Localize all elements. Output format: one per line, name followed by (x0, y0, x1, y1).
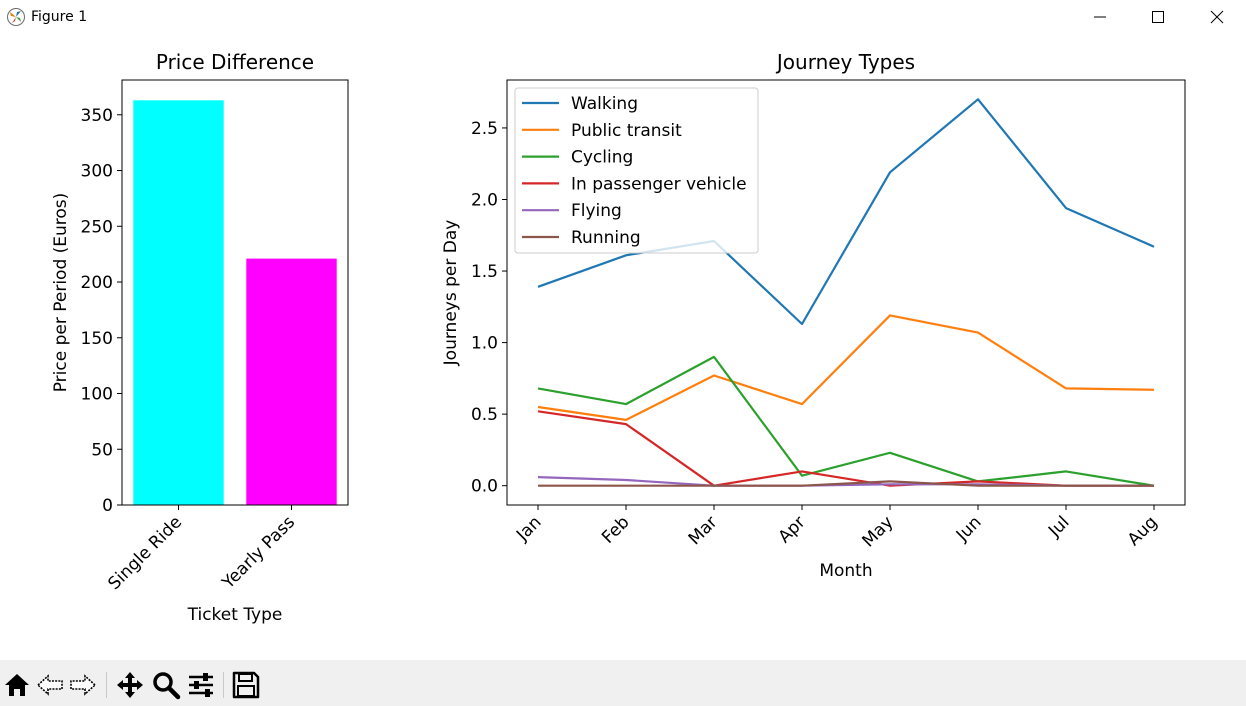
x-tick-label: Jul (1044, 512, 1073, 541)
back-button[interactable] (35, 670, 65, 700)
series-line (537, 410, 1154, 487)
y-tick-label: 0.5 (471, 405, 498, 425)
x-tick-label: Apr (775, 512, 810, 547)
forward-button[interactable] (68, 670, 98, 700)
y-tick-label: 1.5 (471, 262, 498, 282)
series-line (537, 355, 1155, 487)
window-title: Figure 1 (31, 9, 88, 25)
legend-frame (514, 87, 759, 254)
series-line (537, 314, 1155, 421)
x-tick-label: Single Ride (104, 512, 186, 594)
y-tick-label: 50 (91, 440, 113, 460)
legend-label: In passenger vehicle (571, 174, 747, 194)
configure-subplots-icon (189, 673, 213, 697)
x-tick-label: Feb (598, 512, 633, 547)
legend-label: Flying (571, 201, 622, 221)
x-tick-label: Jan (512, 512, 545, 545)
axes-frame (121, 79, 349, 506)
y-tick-label: 100 (81, 385, 113, 405)
bar (133, 100, 224, 505)
legend-label: Walking (571, 94, 638, 114)
y-tick-label: 2.0 (471, 190, 498, 210)
maximize-button[interactable] (1129, 0, 1187, 34)
forward-icon (70, 674, 97, 696)
x-tick-label: Aug (1124, 512, 1162, 550)
y-tick-label: 350 (81, 106, 113, 126)
y-axis-label: Price per Period (Euros) (51, 193, 71, 393)
x-tick-label: May (859, 512, 898, 551)
zoom-icon (153, 672, 181, 700)
bar (246, 258, 337, 505)
x-tick-label: Jun (952, 512, 986, 546)
home-button[interactable] (2, 670, 32, 700)
x-tick-label: Mar (685, 512, 722, 549)
window-titlebar: Figure 1 (0, 0, 1246, 36)
x-axis-label: Month (819, 561, 872, 581)
configure-subplots-button[interactable] (186, 670, 216, 700)
close-icon (1210, 10, 1224, 24)
chart-title: Price Difference (156, 50, 314, 74)
home-icon (5, 674, 29, 696)
y-tick-label: 0.0 (471, 477, 498, 497)
y-tick-label: 2.5 (471, 119, 498, 139)
matplotlib-logo-icon (7, 8, 25, 26)
save-button[interactable] (231, 670, 261, 700)
legend: Walking Public transit Cycling In passenger… (514, 87, 759, 254)
navigation-toolbar (0, 660, 1246, 706)
y-tick-label: 250 (81, 217, 113, 237)
legend-label: Public transit (571, 121, 682, 141)
pan-icon (117, 672, 143, 698)
zoom-button[interactable] (151, 670, 181, 700)
y-tick-label: 1.0 (471, 334, 498, 354)
y-tick-label: 0 (102, 496, 113, 516)
maximize-icon (1152, 11, 1164, 23)
y-tick-label: 150 (81, 329, 113, 349)
y-axis-label: Journeys per Day (441, 220, 461, 367)
y-tick-label: 300 (81, 162, 113, 182)
chart-title: Journey Types (775, 50, 915, 74)
axes-frame (506, 79, 1186, 506)
legend-label: Running (571, 228, 641, 248)
close-button[interactable] (1188, 0, 1246, 34)
x-tick-label: Yearly Pass (218, 512, 299, 593)
pan-button[interactable] (115, 670, 145, 700)
figure-canvas: Single Ride Yearly Pass 0 50 100 150 200 250 300… (51, 50, 1186, 625)
save-icon (232, 671, 260, 699)
back-icon (36, 674, 63, 696)
minimize-button[interactable] (1071, 0, 1129, 34)
series-line (538, 480, 1154, 487)
y-tick-label: 200 (81, 273, 113, 293)
minimize-icon (1094, 16, 1106, 18)
toolbar-separator (223, 672, 224, 698)
toolbar-separator (106, 672, 107, 698)
x-axis-label: Ticket Type (187, 605, 283, 625)
legend-label: Cycling (571, 148, 633, 168)
